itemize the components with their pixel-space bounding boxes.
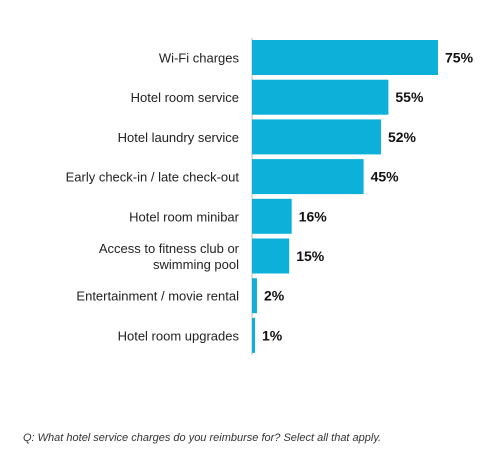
survey-question-footnote: Q: What hotel service charges do you rei… (23, 432, 382, 444)
category-label-5: Access to fitness club or swimming pool (99, 241, 240, 272)
bar-2 (252, 119, 381, 155)
value-label-1: 55% (395, 89, 424, 105)
bar-0 (252, 40, 438, 75)
category-label-4: Hotel room minibar (129, 209, 239, 224)
category-label-3: Early check-in / late check-out (66, 170, 240, 185)
bar-1 (252, 79, 389, 115)
value-label-7: 1% (262, 327, 283, 343)
hotel-charges-bar-chart: 75% Wi-Fi charges 55% Hotel room service 52%… (66, 38, 474, 355)
category-label-7: Hotel room upgrades (118, 328, 240, 343)
bar-3 (252, 159, 364, 195)
bar-4 (252, 198, 292, 234)
value-label-4: 16% (299, 208, 328, 224)
category-label-2: Hotel laundry service (118, 130, 239, 145)
value-label-6: 2% (264, 288, 285, 304)
bar-7 (252, 317, 255, 353)
category-label-0: Wi-Fi charges (159, 51, 240, 66)
bar-6 (252, 278, 257, 314)
category-label-6: Entertainment / movie rental (76, 289, 239, 304)
value-label-0: 75% (445, 50, 474, 66)
category-label-1: Hotel room service (131, 90, 239, 105)
value-label-5: 15% (296, 248, 325, 264)
bar-5 (252, 238, 290, 274)
value-label-2: 52% (388, 129, 417, 145)
value-label-3: 45% (371, 169, 400, 185)
